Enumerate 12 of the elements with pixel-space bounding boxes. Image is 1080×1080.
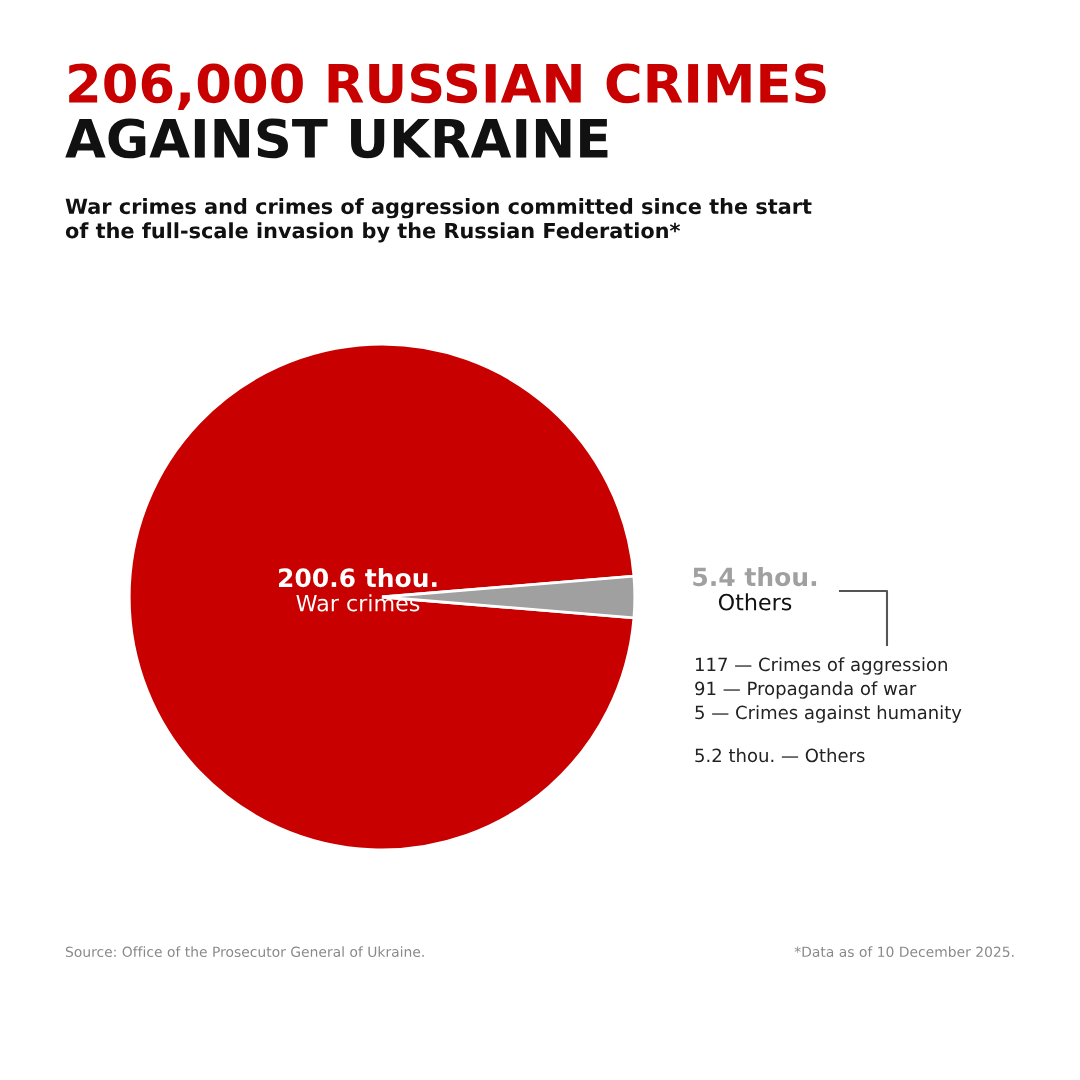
text: 5.2 thou. — Others [695, 748, 865, 763]
source-note: Source: Office of the Prosecutor General of Ukraine. [65, 946, 424, 958]
chart-title: 206,000 RUSSIAN CRIMES AGAINST UKRAINE [65, 63, 826, 159]
text: 5 — Crimes against humanity [695, 705, 962, 723]
slice-label: Others [718, 593, 792, 611]
text: 91 — Propaganda of war [695, 681, 917, 699]
chart-subtitle: War crimes and crimes of aggression committed since the start of the full-scale invasion by the Russian Federation* [65, 198, 812, 243]
text: *Data as of 10 December 2025. [794, 946, 1014, 958]
data-label: 5.4 thou. [693, 566, 817, 587]
data-label: 200.6 thou. [278, 567, 437, 588]
pie-slice [127, 342, 636, 852]
text: 117 — Crimes of aggression [695, 657, 947, 675]
